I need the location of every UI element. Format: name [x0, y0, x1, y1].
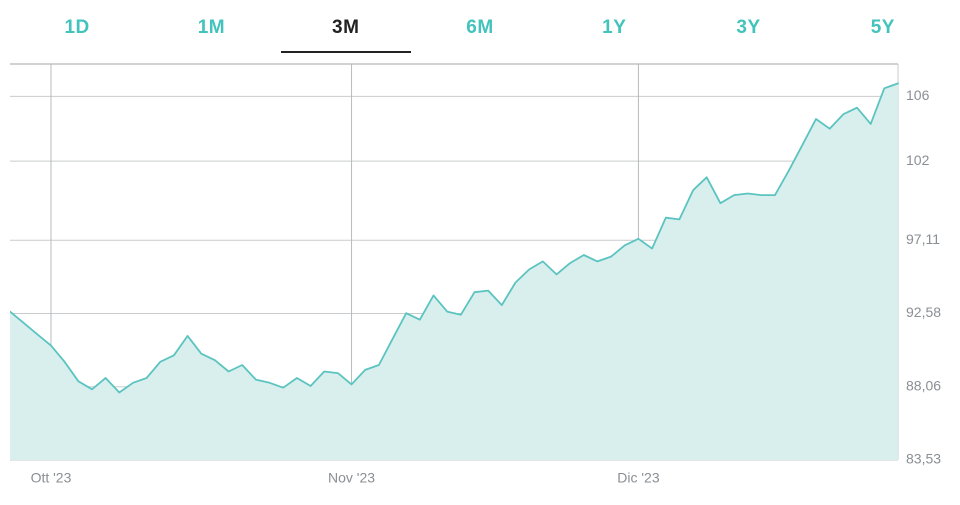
- x-tick-label: Ott '23: [31, 469, 72, 485]
- y-tick-label: 102: [906, 152, 930, 168]
- y-tick-label: 106: [906, 87, 930, 103]
- tab-1y[interactable]: 1Y: [547, 3, 681, 53]
- price-area: [10, 83, 898, 460]
- tab-5y[interactable]: 5Y: [816, 3, 950, 53]
- tab-3m[interactable]: 3M: [279, 3, 413, 53]
- tab-3y[interactable]: 3Y: [681, 3, 815, 53]
- y-tick-label: 88,06: [906, 377, 941, 393]
- y-tick-label: 92,58: [906, 304, 941, 320]
- chart-area: 83,53 88,06 92,58 97,11 102 106 Ott '23 Nov '23…: [10, 60, 945, 495]
- x-tick-label: Dic '23: [617, 469, 660, 485]
- tab-1d[interactable]: 1D: [10, 3, 144, 53]
- x-tick-label: Nov '23: [328, 469, 375, 485]
- tab-6m[interactable]: 6M: [413, 3, 547, 53]
- tab-1m[interactable]: 1M: [144, 3, 278, 53]
- range-tabs: 1D 1M 3M 6M 1Y 3Y 5Y: [0, 0, 960, 56]
- y-tick-label: 97,11: [906, 231, 940, 247]
- price-chart-svg: 83,53 88,06 92,58 97,11 102 106 Ott '23 Nov '23…: [10, 60, 945, 495]
- chart-widget: 1D 1M 3M 6M 1Y 3Y 5Y 83,53 88,06 92,58 97,1…: [0, 0, 960, 505]
- y-tick-label: 83,53: [906, 451, 941, 467]
